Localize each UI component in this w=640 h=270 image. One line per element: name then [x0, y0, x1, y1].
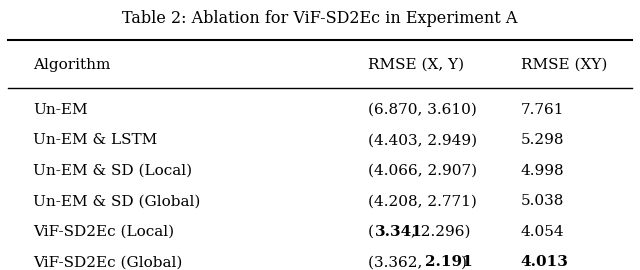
- Text: ): ): [461, 255, 467, 269]
- Text: 4.013: 4.013: [521, 255, 568, 269]
- Text: Table 2: Ablation for ViF-SD2Ec in Experiment A: Table 2: Ablation for ViF-SD2Ec in Exper…: [122, 10, 518, 27]
- Text: RMSE (X, Y): RMSE (X, Y): [368, 58, 464, 72]
- Text: 5.038: 5.038: [521, 194, 564, 208]
- Text: 3.341: 3.341: [375, 225, 423, 239]
- Text: (4.066, 2.907): (4.066, 2.907): [368, 164, 477, 178]
- Text: 7.761: 7.761: [521, 103, 564, 117]
- Text: 4.054: 4.054: [521, 225, 564, 239]
- Text: (4.403, 2.949): (4.403, 2.949): [368, 133, 477, 147]
- Text: 5.298: 5.298: [521, 133, 564, 147]
- Text: (3.362,: (3.362,: [368, 255, 427, 269]
- Text: , 2.296): , 2.296): [411, 225, 470, 239]
- Text: ViF-SD2Ec (Global): ViF-SD2Ec (Global): [33, 255, 182, 269]
- Text: 4.998: 4.998: [521, 164, 564, 178]
- Text: Un-EM & LSTM: Un-EM & LSTM: [33, 133, 157, 147]
- Text: (4.208, 2.771): (4.208, 2.771): [368, 194, 477, 208]
- Text: Un-EM & SD (Global): Un-EM & SD (Global): [33, 194, 200, 208]
- Text: (: (: [368, 225, 374, 239]
- Text: ViF-SD2Ec (Local): ViF-SD2Ec (Local): [33, 225, 174, 239]
- Text: 2.191: 2.191: [425, 255, 472, 269]
- Text: Un-EM: Un-EM: [33, 103, 88, 117]
- Text: Un-EM & SD (Local): Un-EM & SD (Local): [33, 164, 193, 178]
- Text: RMSE (XY): RMSE (XY): [521, 58, 607, 72]
- Text: Algorithm: Algorithm: [33, 58, 111, 72]
- Text: (6.870, 3.610): (6.870, 3.610): [368, 103, 477, 117]
